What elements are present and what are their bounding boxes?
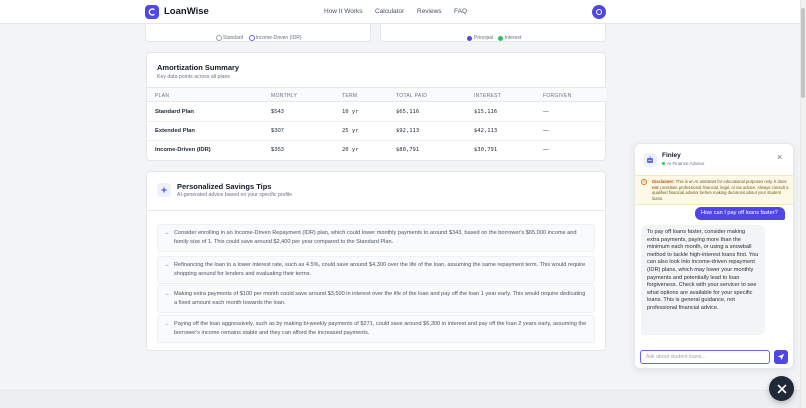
cell-plan: Standard Plan [155,109,194,115]
nav-link-reviews[interactable]: Reviews [417,8,442,15]
table-row: Income-Driven (IDR) $353 20 yr $80,791 $… [147,141,606,160]
close-icon[interactable]: × [777,152,783,162]
cell-total-paid: $92,113 [396,128,420,134]
page-scrollbar-thumb[interactable] [801,8,805,98]
cell-forgiven: — [543,109,549,115]
chart-legend-left: Standard Income-Driven (IDR) [216,35,302,41]
amortization-summary-card: Amortization Summary Key data points acr… [146,52,606,161]
bot-message-bubble: To pay off loans faster, consider making… [641,225,765,335]
send-button[interactable] [774,350,788,364]
arrow-right-icon: → [164,230,170,236]
disclaimer-text: constitute professional financial, legal… [652,184,789,201]
legend-standard: Standard [223,35,244,41]
tip-text: Paying off the loan aggressively, such a… [174,321,587,336]
tip-item: → Paying off the loan aggressively, such … [157,315,595,343]
cell-term: 20 yr [342,147,359,153]
legend-interest: Interest [504,35,522,41]
column-header-total-paid: TOTAL PAID [396,93,428,99]
tip-item: → Refinancing the loan to a lower interes… [157,256,595,284]
divider [147,210,606,211]
cell-forgiven: — [543,128,549,134]
cell-term: 10 yr [342,109,359,115]
tip-text: Consider enrolling in an Income-Driven R… [174,230,577,245]
cell-plan: Extended Plan [155,128,195,134]
online-status-dot [662,162,665,166]
column-header-monthly: MONTHLY [271,93,298,99]
disclaimer-emphasis: not [652,184,659,190]
legend-interest-dot [497,35,503,41]
tip-item: → Consider enrolling in an Income-Driven … [157,224,595,252]
close-icon [777,384,786,393]
chat-bot-role-text: AI Finance Advisor [667,161,705,166]
user-avatar[interactable] [592,5,606,19]
cell-total-paid: $80,791 [396,147,420,153]
chat-bot-icon [643,153,657,167]
disclaimer-text: This is an AI assistant for educational … [674,179,787,184]
table-row: Extended Plan $307 25 yr $92,113 $42,113… [147,122,606,141]
legend-principal-dot [467,35,472,41]
chart-legend-right: Principal Interest [467,35,521,41]
tip-item: → Making extra payments of $100 per month… [157,285,595,313]
disclaimer-label: Disclaimer: [652,179,675,184]
tip-text: Refinancing the loan to a lower interest… [174,262,586,277]
table-header: PLAN MONTHLY TERM TOTAL PAID INTEREST FO… [147,87,606,102]
legend-marker-icon [216,35,222,41]
tips-title: Personalized Savings Tips [177,182,272,191]
chat-bot-role: AI Finance Advisor [662,161,705,166]
summary-title: Amortization Summary [157,63,240,72]
column-header-forgiven: FORGIVEN [543,93,572,99]
brand-name[interactable]: LoanWise [164,6,209,17]
cell-interest: $42,113 [474,128,498,134]
savings-tips-card: Personalized Savings Tips AI-generated a… [146,171,606,351]
warning-icon: ! [641,179,647,185]
chat-message-input[interactable] [640,350,770,364]
legend-idr: Income-Driven (IDR) [255,35,302,41]
table-row: Standard Plan $543 10 yr $65,116 $15,116… [147,103,606,122]
cell-monthly: $353 [271,147,284,153]
column-header-interest: INTEREST [474,93,502,99]
column-header-term: TERM [342,93,358,99]
user-message-bubble: How can I pay off loans faster? [695,207,785,220]
logo-icon[interactable] [145,5,159,19]
column-header-plan: PLAN [155,93,170,99]
legend-marker-icon [248,35,255,41]
chat-bot-name: Finley [662,152,681,159]
nav-link-faq[interactable]: FAQ [454,8,468,15]
chat-toggle-button[interactable] [769,376,794,401]
summary-subtitle: Key data points across all plans [157,74,230,80]
arrow-right-icon: → [164,262,170,268]
nav-link-calculator[interactable]: Calculator [375,8,405,15]
nav-link-how-it-works[interactable]: How It Works [324,8,363,15]
page-footer [0,390,800,408]
sparkle-icon [157,183,171,197]
cell-interest: $15,116 [474,109,498,115]
cell-interest: $30,791 [474,147,498,153]
cell-monthly: $307 [271,128,284,134]
arrow-right-icon: → [164,321,170,327]
chat-panel: Finley AI Finance Advisor × ! Disclaimer… [634,143,794,369]
top-navbar: LoanWise How It Works Calculator Reviews… [0,0,800,24]
cell-forgiven: — [543,147,549,153]
disclaimer-banner: ! Disclaimer: This is an AI assistant fo… [635,175,793,205]
cell-plan: Income-Driven (IDR) [155,147,211,153]
arrow-right-icon: → [164,291,170,297]
send-icon [777,353,785,361]
cell-monthly: $543 [271,109,284,115]
tip-text: Making extra payments of $100 per month … [174,291,586,306]
tips-subtitle: AI-generated advice based on your specif… [177,192,293,198]
page-scrollbar[interactable] [800,0,806,408]
cell-total-paid: $65,116 [396,109,420,115]
legend-principal: Principal [474,35,494,41]
cell-term: 25 yr [342,128,359,134]
